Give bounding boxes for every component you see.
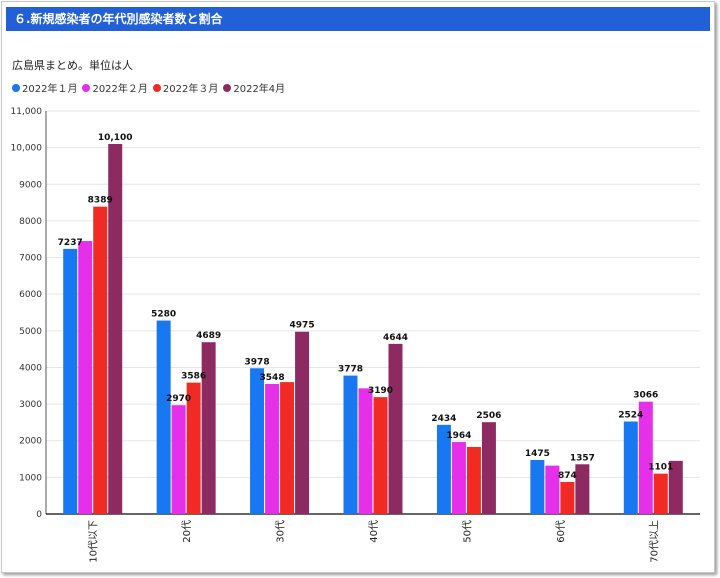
y-tick-label: 7000 — [19, 254, 42, 264]
bar-series-3 — [388, 343, 403, 514]
bar-series-1 — [78, 241, 93, 515]
data-label: 3066 — [633, 391, 658, 401]
legend-item-feb[interactable]: 2022年２月 — [82, 80, 148, 95]
data-label: 3548 — [260, 373, 285, 383]
bar-series-1 — [545, 465, 560, 514]
data-label: 1964 — [446, 431, 471, 441]
bar-series-1 — [265, 384, 280, 514]
data-label: 4689 — [196, 331, 221, 341]
x-tick-label: 40代 — [368, 520, 380, 543]
bar-series-3 — [108, 143, 123, 515]
x-tick-label: 50代 — [461, 520, 473, 543]
x-tick-label: 10代以下 — [88, 520, 100, 563]
data-label: 4975 — [290, 321, 315, 331]
data-label: 7237 — [58, 238, 83, 248]
y-tick-label: 4000 — [19, 363, 42, 373]
data-label: 3778 — [338, 365, 363, 375]
y-tick-label: 9000 — [19, 180, 42, 190]
data-label: 2506 — [476, 411, 501, 421]
data-label: 5280 — [151, 310, 176, 320]
bar-series-3 — [201, 342, 216, 514]
bar-series-2 — [466, 446, 481, 514]
y-tick-label: 6000 — [19, 290, 42, 300]
bar-series-0 — [623, 421, 638, 514]
y-tick-label: 2000 — [19, 437, 42, 447]
data-label: 1357 — [570, 453, 595, 463]
data-label: 1101 — [648, 463, 673, 473]
data-label: 4644 — [383, 333, 408, 343]
bar-series-1 — [171, 405, 186, 514]
bar-series-1 — [451, 442, 466, 514]
legend-label-apr: 2022年4月 — [233, 84, 286, 95]
data-label: 2434 — [431, 414, 456, 424]
data-label: 10,100 — [98, 133, 133, 143]
legend: 2022年１月 2022年２月 2022年３月 2022年4月 — [12, 80, 285, 95]
legend-swatch-feb — [82, 83, 91, 92]
bar-series-1 — [358, 388, 373, 514]
bar-series-0 — [250, 368, 265, 514]
data-label: 2524 — [618, 411, 643, 421]
data-label: 1475 — [525, 449, 550, 459]
bar-series-3 — [575, 464, 590, 514]
legend-swatch-mar — [152, 83, 161, 92]
y-tick-label: 8000 — [19, 217, 42, 227]
data-label: 874 — [558, 471, 577, 481]
legend-swatch-jan — [12, 83, 20, 92]
y-tick-label: 3000 — [19, 400, 42, 410]
data-label: 3586 — [181, 372, 206, 382]
data-label: 2970 — [166, 394, 191, 404]
legend-label-feb: 2022年２月 — [92, 84, 148, 95]
bar-series-2 — [373, 397, 388, 514]
bar-series-3 — [668, 460, 683, 514]
bar-series-3 — [295, 331, 310, 514]
legend-label-jan: 2022年１月 — [22, 84, 78, 95]
bar-series-0 — [156, 320, 171, 514]
y-tick-label: 1000 — [19, 473, 42, 483]
bar-series-2 — [280, 382, 295, 514]
bar-series-0 — [530, 459, 545, 514]
bar-series-0 — [436, 424, 451, 514]
bar-series-2 — [653, 473, 668, 514]
data-label: 3978 — [245, 357, 270, 367]
bar-series-2 — [560, 481, 575, 514]
x-tick-label: 20代 — [181, 520, 193, 543]
bar-series-1 — [638, 401, 653, 514]
legend-item-apr[interactable]: 2022年4月 — [223, 80, 285, 95]
x-tick-label: 30代 — [275, 520, 287, 543]
x-tick-label: 70代以上 — [648, 520, 660, 563]
legend-swatch-apr — [223, 83, 232, 92]
bar-series-2 — [186, 382, 201, 514]
chart-subtitle: 広島県まとめ。単位は人 — [12, 59, 133, 72]
legend-item-mar[interactable]: 2022年３月 — [152, 80, 219, 95]
y-tick-label: 11,000 — [11, 107, 43, 117]
section-header: ６.新規感染者の年代別感染者数と割合 — [6, 7, 710, 31]
data-label: 8389 — [88, 196, 113, 206]
bar-series-0 — [343, 375, 358, 514]
legend-item-jan[interactable]: 2022年１月 — [12, 80, 77, 95]
y-tick-label: 0 — [36, 510, 42, 520]
y-tick-label: 5000 — [19, 327, 42, 337]
bar-series-2 — [93, 206, 108, 515]
data-label: 3190 — [368, 386, 393, 396]
bar-series-0 — [63, 248, 78, 514]
legend-label-mar: 2022年３月 — [162, 84, 219, 95]
y-tick-label: 10,000 — [11, 144, 43, 154]
x-tick-label: 60代 — [555, 520, 567, 543]
bar-series-3 — [481, 422, 496, 514]
